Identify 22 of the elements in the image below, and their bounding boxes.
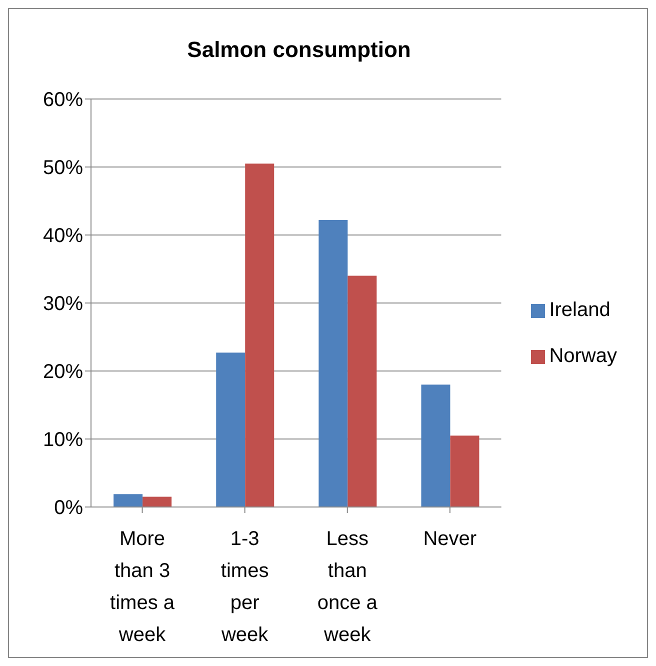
y-tick-label: 0%: [54, 497, 84, 520]
bar: [114, 494, 143, 507]
x-tick-label: 1-3 times per week: [220, 528, 270, 646]
y-tick-label: 30%: [42, 293, 84, 316]
y-tick-label: 20%: [42, 361, 84, 384]
bar: [216, 352, 246, 507]
y-tick-label: 40%: [42, 225, 84, 248]
y-tick-label: 60%: [42, 89, 84, 112]
bar: [348, 276, 377, 507]
x-tick-label: Less than once a week: [317, 528, 378, 646]
bar: [318, 220, 348, 507]
bar: [421, 384, 450, 507]
y-tick-label: 10%: [42, 429, 84, 452]
x-tick-label: Never: [423, 528, 477, 550]
legend-label: Ireland: [549, 299, 610, 321]
bar: [245, 164, 274, 507]
bar: [450, 436, 480, 507]
bar: [142, 496, 172, 507]
x-tick-label: More than 3 times a week: [110, 528, 176, 646]
chart-title: Salmon consumption: [186, 37, 412, 63]
y-tick-label: 50%: [42, 157, 84, 180]
legend-label: Norway: [549, 345, 617, 367]
